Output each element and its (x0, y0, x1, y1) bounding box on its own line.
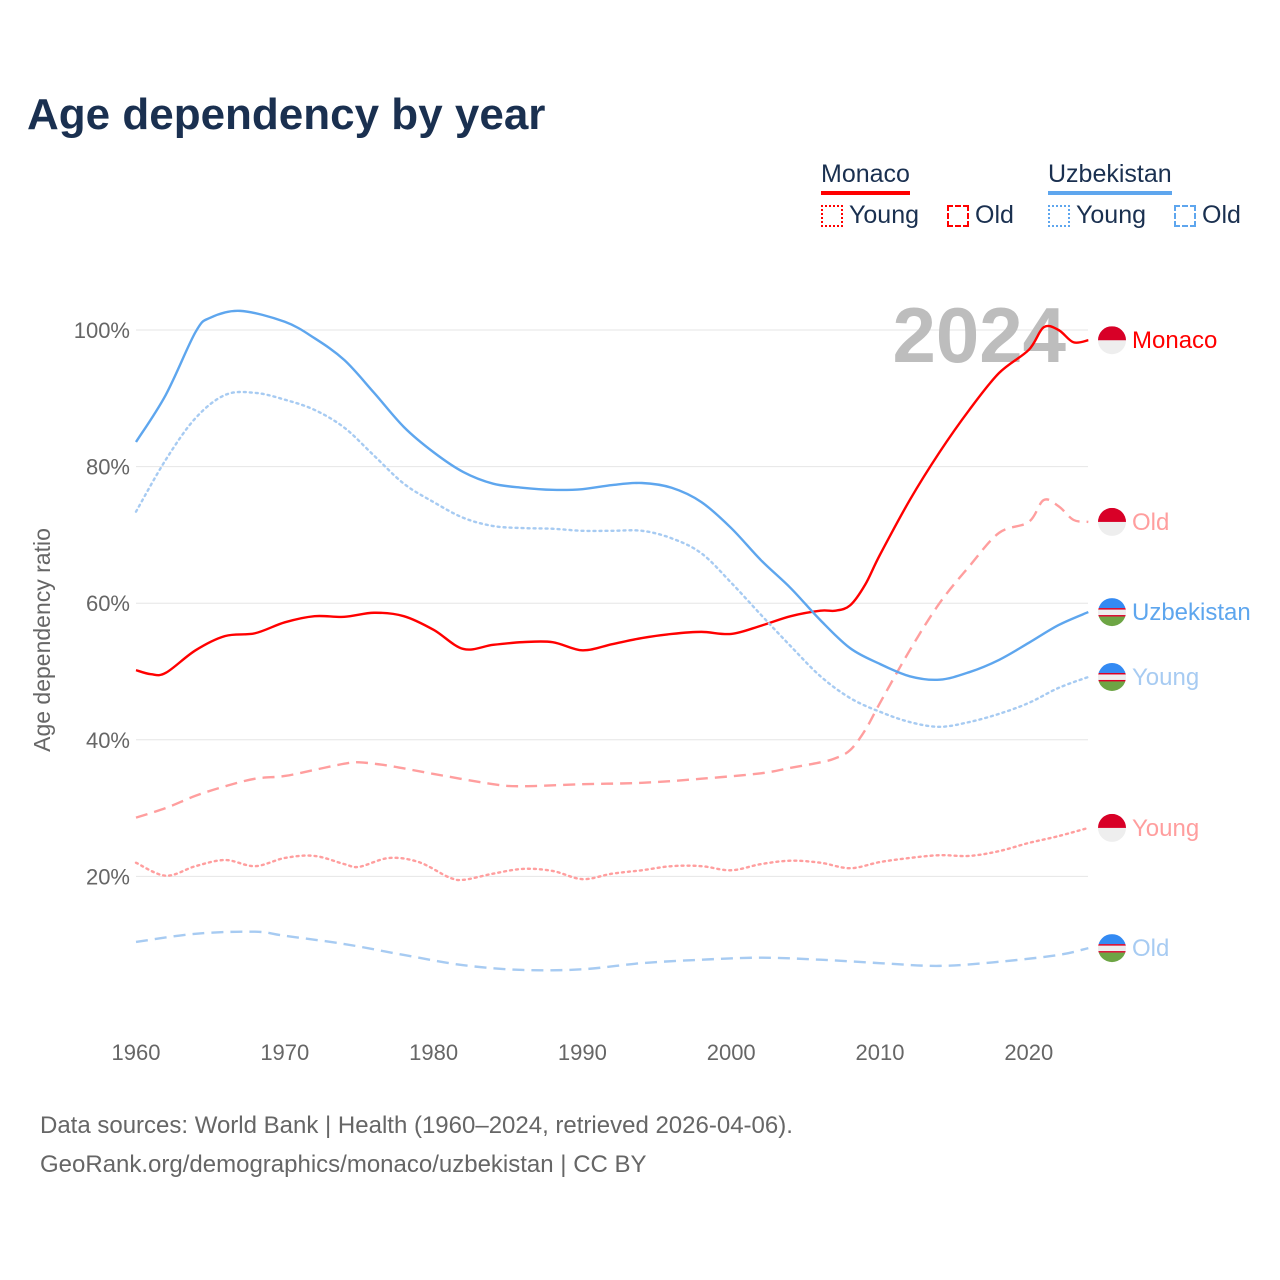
x-tick-label: 1980 (409, 1040, 458, 1065)
x-tick-label: 1970 (260, 1040, 309, 1065)
chart-title: Age dependency by year (27, 90, 546, 139)
series-line-monaco-young (134, 826, 1090, 882)
legend-item-monaco-young[interactable]: Young (849, 201, 919, 229)
source-link[interactable]: GeoRank.org/demographics/monaco/uzbekist… (40, 1151, 647, 1178)
monaco-flag-icon (1098, 507, 1126, 536)
end-label: Old (1132, 935, 1169, 962)
y-tick-label: 20% (86, 864, 130, 889)
end-label: Uzbekistan (1132, 599, 1251, 626)
legend-country-uzbekistan[interactable]: Uzbekistan (1048, 160, 1172, 195)
uzbekistan-flag-icon (1098, 662, 1126, 691)
y-tick-label: 100% (74, 318, 130, 343)
x-tick-label: 2010 (856, 1040, 905, 1065)
y-tick-label: 60% (86, 591, 130, 616)
legend-item-uzbekistan-young[interactable]: Young (1076, 201, 1146, 229)
x-tick-label: 1990 (558, 1040, 607, 1065)
legend-country-monaco[interactable]: Monaco (821, 160, 910, 195)
year-watermark: 2024 (892, 291, 1066, 379)
data-source-text: Data sources: World Bank | Health (1960–… (40, 1112, 793, 1139)
x-tick-label: 2000 (707, 1040, 756, 1065)
monaco-flag-icon (1098, 813, 1126, 842)
series-line-monaco-old (135, 498, 1089, 819)
dotted-swatch-icon (1048, 204, 1070, 227)
series-line-uzbekistan (134, 309, 1089, 682)
dotted-swatch-icon (821, 204, 843, 227)
legend-uzbekistan: Uzbekistan Young Old (1048, 160, 1241, 230)
x-tick-label: 2020 (1004, 1040, 1053, 1065)
y-axis-label: Age dependency ratio (29, 528, 55, 752)
uzbekistan-flag-icon (1098, 934, 1126, 963)
line-chart: 20% 40% 60% 80% 100% 1960 1970 1980 1990 2000 2010… (29, 291, 1251, 1065)
end-label: Monaco (1132, 327, 1217, 354)
uzbekistan-flag-icon (1098, 598, 1126, 627)
y-tick-label: 40% (86, 728, 130, 753)
legend-item-uzbekistan-old[interactable]: Old (1202, 201, 1241, 229)
monaco-flag-icon (1098, 326, 1126, 355)
legend-monaco: Monaco Young Old (821, 160, 1014, 230)
end-label: Old (1132, 509, 1169, 536)
series-line-uzbekistan-old (135, 930, 1089, 972)
y-tick-label: 80% (86, 455, 130, 480)
dashed-swatch-icon (1174, 204, 1196, 227)
end-label: Young (1132, 815, 1199, 842)
x-tick-label: 1960 (112, 1040, 161, 1065)
series-line-uzbekistan-young (134, 390, 1090, 729)
footer: Data sources: World Bank | Health (1960–… (40, 1106, 793, 1184)
dashed-swatch-icon (947, 204, 969, 227)
legend-item-monaco-old[interactable]: Old (975, 201, 1014, 229)
end-label: Young (1132, 664, 1199, 691)
series-line-monaco (135, 324, 1089, 677)
